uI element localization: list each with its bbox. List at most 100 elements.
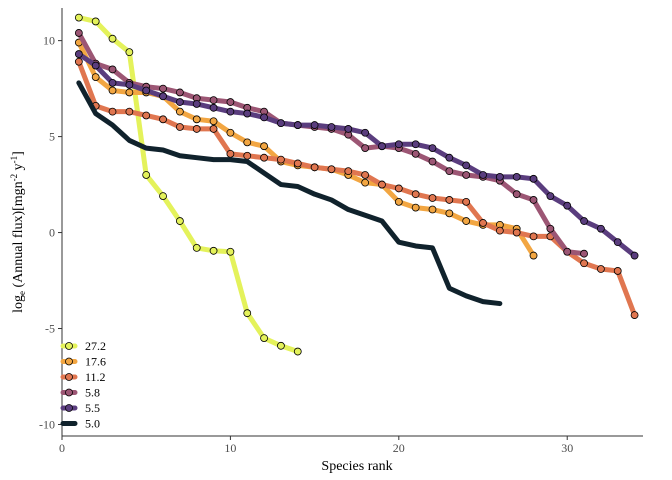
legend-label: 17.6 [85, 355, 106, 369]
plot-area [74, 13, 639, 356]
legend-swatch-marker [65, 342, 73, 350]
y-axis-title-sup2: -1 [9, 156, 19, 164]
data-point [260, 153, 268, 162]
data-point [277, 341, 285, 350]
legend-label: 11.2 [85, 370, 106, 384]
data-point [91, 73, 100, 81]
data-point [175, 88, 184, 97]
data-point [327, 123, 336, 131]
data-point [260, 334, 268, 343]
data-point [277, 119, 285, 128]
legend-label: 5.8 [85, 386, 100, 400]
data-point [243, 309, 252, 318]
data-point [74, 50, 83, 58]
data-point [209, 246, 218, 255]
data-point [361, 144, 370, 153]
data-point [293, 121, 302, 129]
data-point [596, 224, 605, 233]
data-point [630, 251, 639, 260]
data-point [192, 244, 201, 252]
y-tick-label: -5 [45, 322, 55, 336]
data-point [175, 217, 184, 225]
series-5-5 [74, 50, 639, 260]
data-point [260, 113, 268, 122]
data-point [512, 190, 521, 199]
data-point [74, 13, 83, 22]
data-point [378, 180, 386, 189]
legend-label: 5.0 [85, 417, 100, 431]
y-axis-title-sup1: -2 [9, 174, 19, 182]
data-point [512, 172, 521, 181]
data-point [428, 157, 437, 166]
data-point [512, 228, 521, 237]
legend-item: 27.2 [60, 339, 106, 353]
data-point [344, 125, 353, 133]
data-point [209, 103, 218, 112]
data-point [563, 247, 572, 256]
data-point [580, 217, 588, 225]
y-axis-title-log: log [11, 295, 26, 313]
y-axis-title: loge (Annual flux)[mgn-2 y-1] [9, 151, 27, 313]
legend-swatch-marker [65, 373, 73, 381]
x-axis-ticks: 0 10 20 30 [59, 436, 573, 455]
series-5-0 [76, 80, 503, 307]
y-tick-label: 10 [43, 34, 55, 48]
y-tick-label: 0 [49, 226, 55, 240]
data-point [125, 107, 134, 116]
data-point [394, 184, 403, 193]
data-point [361, 178, 370, 187]
data-point [580, 249, 588, 258]
data-point [277, 155, 285, 164]
x-tick-label: 10 [224, 441, 236, 455]
y-tick-label: -10 [39, 417, 55, 431]
data-point [142, 86, 151, 95]
x-tick-label: 0 [59, 441, 65, 455]
data-point [125, 80, 134, 89]
data-point [495, 172, 504, 181]
series-5-8 [74, 29, 588, 258]
data-point [159, 84, 167, 93]
data-point [159, 115, 167, 124]
x-axis-title: Species rank [321, 459, 392, 474]
data-point [142, 171, 151, 179]
data-point [563, 201, 572, 210]
data-point [529, 174, 538, 183]
data-point [479, 171, 487, 179]
data-point [91, 61, 100, 70]
data-point [361, 128, 370, 137]
legend-swatch-marker [65, 357, 73, 366]
data-point [394, 197, 403, 206]
legend-item: 5.8 [60, 386, 100, 400]
data-point [175, 98, 184, 106]
data-point [74, 57, 83, 66]
data-point [243, 109, 252, 118]
data-point [428, 144, 437, 153]
data-point [428, 205, 437, 214]
data-point [142, 111, 151, 120]
data-point [74, 29, 83, 37]
data-point [411, 140, 420, 149]
legend-item: 17.6 [60, 355, 106, 369]
data-point [108, 65, 117, 74]
data-point [613, 267, 622, 275]
data-point [445, 209, 454, 218]
data-point [327, 165, 336, 174]
data-point [479, 219, 487, 227]
data-point [226, 98, 235, 106]
data-point [209, 117, 218, 126]
y-tick-label: 5 [49, 130, 55, 144]
data-point [378, 142, 386, 151]
data-point [630, 311, 639, 319]
data-point [361, 171, 370, 179]
x-tick-label: 30 [561, 441, 573, 455]
legend-item: 5.5 [60, 401, 100, 415]
data-point [243, 138, 252, 147]
data-point [226, 128, 235, 137]
data-point [192, 100, 201, 108]
data-point [108, 34, 117, 43]
data-point [226, 107, 235, 116]
legend-label: 5.5 [85, 401, 100, 415]
data-point [462, 161, 471, 170]
data-point [445, 196, 454, 204]
